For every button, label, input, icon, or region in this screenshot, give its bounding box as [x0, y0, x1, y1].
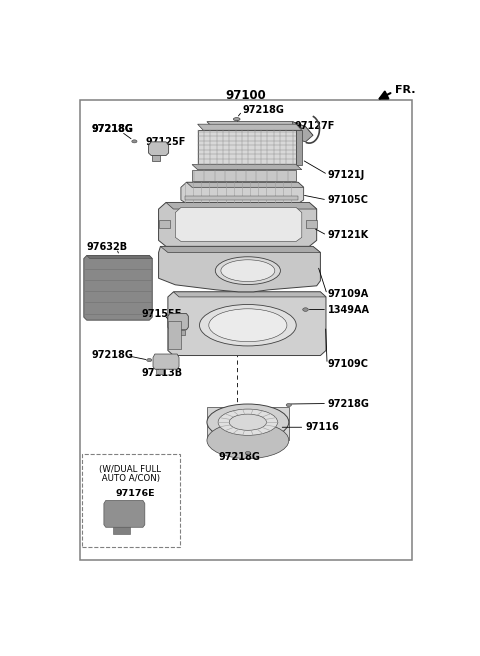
- Text: 97632B: 97632B: [87, 242, 128, 252]
- Text: 97109A: 97109A: [328, 289, 369, 299]
- Polygon shape: [192, 165, 302, 170]
- Polygon shape: [192, 170, 296, 181]
- Bar: [81, 100, 411, 560]
- Ellipse shape: [216, 256, 280, 285]
- Polygon shape: [153, 354, 179, 369]
- Text: FR.: FR.: [395, 85, 415, 95]
- Polygon shape: [166, 203, 317, 209]
- Polygon shape: [207, 407, 289, 440]
- Polygon shape: [168, 292, 326, 356]
- Ellipse shape: [303, 308, 308, 312]
- Text: 97113B: 97113B: [141, 368, 182, 378]
- Polygon shape: [168, 321, 181, 349]
- Polygon shape: [198, 124, 302, 131]
- Polygon shape: [158, 247, 321, 292]
- Ellipse shape: [245, 451, 251, 455]
- Ellipse shape: [132, 140, 137, 143]
- Polygon shape: [175, 207, 302, 241]
- Text: 97116: 97116: [305, 422, 339, 432]
- Polygon shape: [305, 220, 317, 228]
- Polygon shape: [84, 255, 152, 320]
- Polygon shape: [173, 292, 326, 297]
- Text: (W/DUAL FULL: (W/DUAL FULL: [99, 464, 161, 474]
- Polygon shape: [292, 121, 313, 142]
- Polygon shape: [207, 121, 313, 135]
- Polygon shape: [168, 314, 188, 330]
- Text: 97109C: 97109C: [328, 359, 369, 369]
- Ellipse shape: [207, 404, 289, 440]
- Text: 97105C: 97105C: [328, 195, 369, 205]
- Text: 1349AA: 1349AA: [328, 304, 370, 315]
- Text: 97218G: 97218G: [92, 124, 133, 134]
- Text: 97125F: 97125F: [145, 137, 186, 147]
- Polygon shape: [158, 203, 317, 247]
- Text: 97218G: 97218G: [328, 398, 370, 409]
- Polygon shape: [296, 131, 302, 165]
- Polygon shape: [113, 527, 130, 534]
- Polygon shape: [160, 247, 321, 253]
- FancyBboxPatch shape: [82, 454, 180, 548]
- Text: 97218G: 97218G: [92, 350, 133, 360]
- Ellipse shape: [207, 422, 289, 459]
- Text: 97218G: 97218G: [92, 124, 133, 134]
- Polygon shape: [148, 142, 168, 155]
- Ellipse shape: [229, 414, 266, 430]
- Text: AUTO A/CON): AUTO A/CON): [99, 474, 160, 483]
- Text: 97155F: 97155F: [141, 308, 181, 319]
- Polygon shape: [185, 196, 298, 200]
- Ellipse shape: [218, 409, 277, 436]
- Ellipse shape: [286, 403, 291, 407]
- Polygon shape: [104, 501, 145, 527]
- Polygon shape: [156, 369, 163, 374]
- Text: 97127F: 97127F: [294, 121, 335, 131]
- Polygon shape: [181, 182, 304, 203]
- Text: 97218G: 97218G: [242, 105, 284, 115]
- Text: 97121K: 97121K: [328, 230, 369, 240]
- Polygon shape: [186, 182, 304, 188]
- Text: 97218G: 97218G: [218, 451, 260, 462]
- Polygon shape: [152, 155, 160, 161]
- Ellipse shape: [233, 117, 240, 121]
- Ellipse shape: [200, 304, 296, 346]
- Text: 97121J: 97121J: [328, 170, 365, 180]
- Text: 97176E: 97176E: [115, 489, 155, 498]
- Polygon shape: [172, 330, 185, 335]
- Text: 97100: 97100: [226, 89, 266, 102]
- Ellipse shape: [147, 359, 152, 361]
- Polygon shape: [87, 255, 152, 258]
- Ellipse shape: [221, 260, 275, 281]
- Polygon shape: [158, 220, 170, 228]
- Ellipse shape: [209, 309, 287, 342]
- Polygon shape: [198, 131, 296, 165]
